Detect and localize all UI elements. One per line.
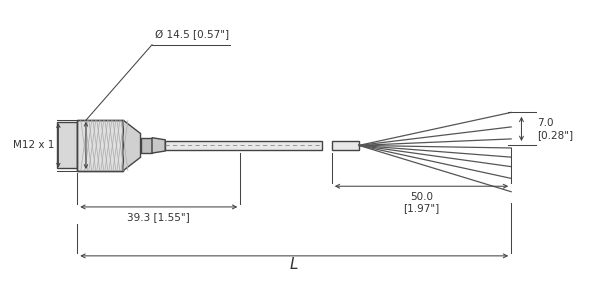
Text: Ø 14.5 [0.57"]: Ø 14.5 [0.57"] [155,31,229,41]
Text: 7.0
[0.28"]: 7.0 [0.28"] [537,118,573,140]
Polygon shape [152,138,165,153]
Bar [77,120,123,170]
Text: 50.0
[1.97"]: 50.0 [1.97"] [404,192,440,213]
Bar [140,138,152,153]
Text: 39.3 [1.55"]: 39.3 [1.55"] [127,213,190,223]
Text: L: L [290,257,299,272]
Bar [332,141,359,150]
Polygon shape [123,120,140,170]
Bar [77,120,123,170]
Bar [57,122,77,168]
Bar [165,141,322,150]
Text: M12 x 1: M12 x 1 [13,140,54,150]
